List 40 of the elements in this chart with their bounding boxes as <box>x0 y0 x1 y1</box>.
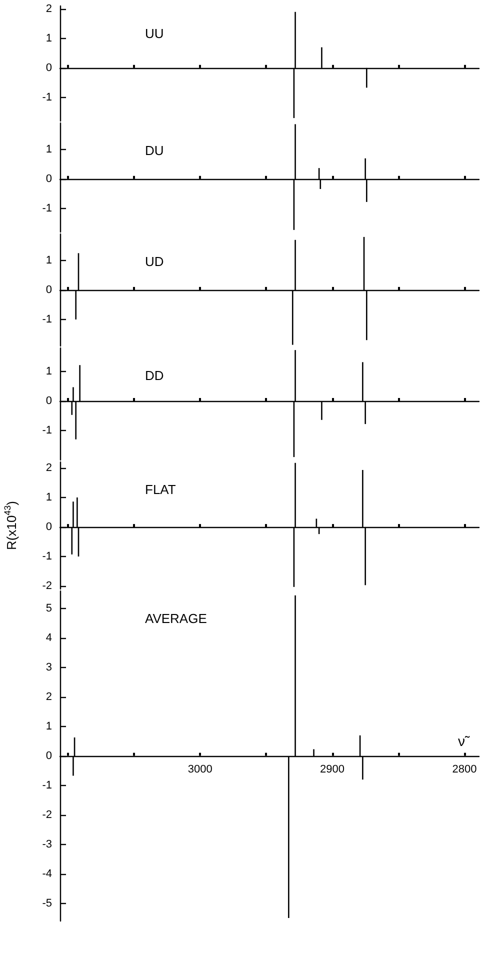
text: UD <box>145 254 164 270</box>
y-tick-label: 1 <box>46 32 52 44</box>
y-tick-label: -2 <box>42 580 52 592</box>
x-axis-title: ν̃ <box>458 733 470 750</box>
y-tick-label: -3 <box>42 838 52 851</box>
text: DU <box>145 143 164 158</box>
y-tick-label: -1 <box>42 202 52 214</box>
text: AVERAGE <box>145 611 208 626</box>
y-tick-label: 0 <box>46 62 52 74</box>
y-axis-title: R(x1043) <box>2 501 19 550</box>
y-tick-label: -4 <box>42 868 52 880</box>
y-tick-label: 2 <box>46 691 52 704</box>
y-tick-label: -1 <box>42 91 52 104</box>
text: FLAT <box>145 482 176 498</box>
x-tick-label: 2800 <box>452 764 477 776</box>
y-tick-label: 0 <box>46 750 52 762</box>
y-tick-label: -1 <box>42 780 52 792</box>
y-tick-label: 3 <box>46 662 52 674</box>
y-tick-label: 1 <box>46 254 52 267</box>
text: UU <box>145 26 164 41</box>
y-tick-label: 0 <box>46 284 52 296</box>
x-tick-label: 2900 <box>320 764 345 776</box>
x-tick-label: 3000 <box>188 764 212 776</box>
y-tick-label: 2 <box>46 462 52 474</box>
y-tick-label: -1 <box>42 424 52 437</box>
y-tick-label: 1 <box>46 144 52 156</box>
y-tick-label: 2 <box>46 2 52 15</box>
y-tick-label: 0 <box>46 173 52 186</box>
y-tick-label: 4 <box>46 632 52 644</box>
y-tick-label: -1 <box>42 314 52 326</box>
y-tick-label: 0 <box>46 395 52 408</box>
text: DD <box>145 368 164 384</box>
y-tick-label: 1 <box>46 366 52 378</box>
y-tick-label: -2 <box>42 809 52 822</box>
y-tick-label: 1 <box>46 492 52 504</box>
y-tick-label: 0 <box>46 521 52 534</box>
y-tick-label: -5 <box>42 898 52 910</box>
y-tick-label: -1 <box>42 550 52 563</box>
y-tick-label: 1 <box>46 720 52 733</box>
y-tick-label: 5 <box>46 602 52 615</box>
